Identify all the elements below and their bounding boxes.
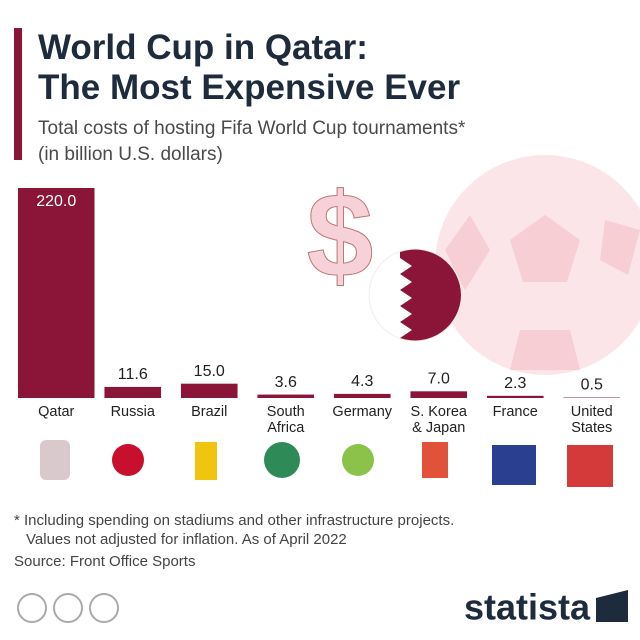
footnote: * Including spending on stadiums and oth…	[14, 512, 455, 529]
bar	[257, 394, 315, 398]
value-label: 3.6	[275, 374, 297, 391]
bar	[180, 383, 238, 398]
bar	[410, 391, 468, 398]
x-tick-label: France	[492, 404, 538, 420]
value-label: 0.5	[581, 377, 603, 394]
x-tick-label: Russia	[110, 404, 155, 420]
qatar-flag	[368, 248, 462, 342]
soccer-ball	[435, 155, 640, 375]
x-tick-label: United States	[570, 404, 613, 436]
logos	[40, 440, 613, 487]
chart-subtitle: (in billion U.S. dollars)	[38, 144, 223, 165]
dollar-sign: $	[307, 169, 374, 303]
bar	[333, 393, 391, 398]
value-label: 15.0	[194, 363, 225, 380]
x-tick-label: S. Korea & Japan	[410, 404, 467, 436]
value-label: 220.0	[36, 193, 76, 210]
license-icons	[17, 593, 119, 623]
bar	[104, 386, 162, 398]
value-label: 2.3	[504, 375, 526, 392]
chart-subtitle: Total costs of hosting Fifa World Cup to…	[38, 118, 466, 139]
source: Source: Front Office Sports	[14, 553, 196, 570]
value-label: 11.6	[118, 366, 148, 383]
value-label: 4.3	[351, 373, 373, 390]
chart-title: The Most Expensive Ever	[38, 68, 461, 107]
brand-icon	[596, 590, 628, 622]
bar	[18, 188, 95, 398]
x-tick-label: South Africa	[266, 404, 305, 436]
x-tick-label: Germany	[332, 404, 393, 420]
brand: statista	[464, 587, 591, 628]
bar	[486, 395, 544, 398]
value-label: 7.0	[428, 371, 450, 388]
accent-bar	[14, 28, 22, 160]
chart-title: World Cup in Qatar:	[38, 28, 368, 67]
x-tick-label: Qatar	[38, 404, 75, 420]
x-tick-label: Brazil	[191, 404, 228, 420]
footnote: Values not adjusted for inflation. As of…	[26, 531, 347, 548]
